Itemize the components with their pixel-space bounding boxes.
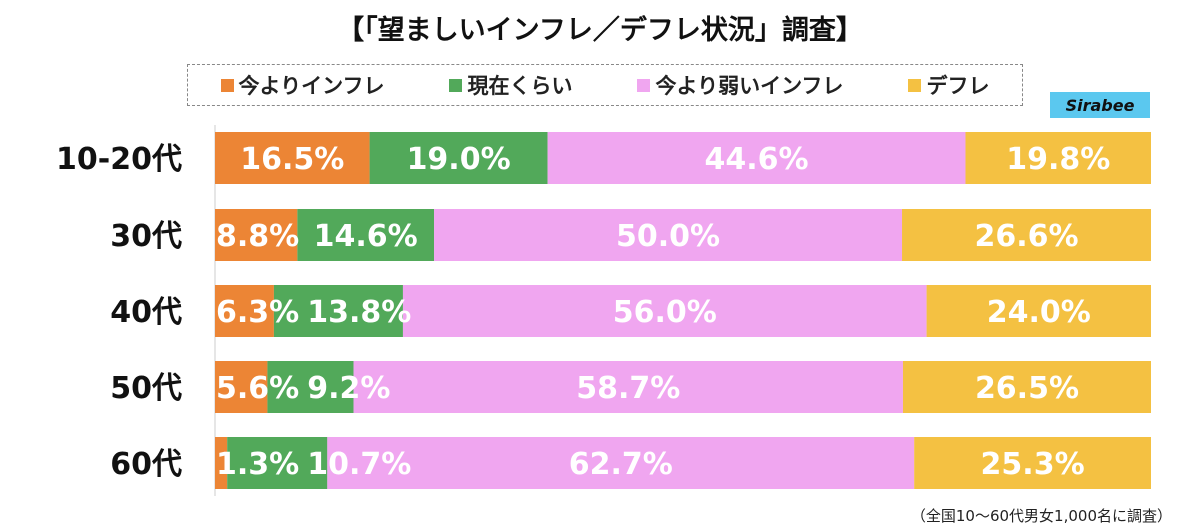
legend-swatch [220,78,234,92]
sirabee-logo: Sirabee [1050,92,1150,118]
legend: 今よりインフレ 現在くらい 今より弱いインフレ デフレ [187,64,1023,106]
legend-item: 現在くらい [449,70,572,100]
legend-item: 今よりインフレ [220,70,385,100]
data-label: 44.6% [705,142,809,177]
bar-segment [965,132,1151,184]
survey-note: （全国10〜60代男女1,000名に調査） [910,507,1172,525]
bar-segment [402,285,927,337]
category-label: 40代 [110,295,182,330]
bar-segment [215,361,268,413]
data-label: 14.6% [314,219,418,254]
legend-label: デフレ [926,74,990,98]
data-label: 19.8% [1006,142,1110,177]
bar-segment [273,285,403,337]
bar-segment [215,132,370,184]
data-label: 26.5% [975,371,1079,406]
legend-item: 今より弱いインフレ [637,70,843,100]
legend-label: 今よりインフレ [238,74,385,98]
data-label: 6.3% [216,295,299,330]
bar-segment [902,209,1151,261]
data-label: 19.0% [407,142,511,177]
bar-segment [926,285,1151,337]
bar-segment [227,437,328,489]
bar-segment [327,437,915,489]
bar-segment [297,209,435,261]
category-label: 60代 [110,447,182,482]
chart-title: 【「望ましいインフレ／デフレ状況」調査】 [337,15,863,46]
data-label: 56.0% [613,295,717,330]
bar-segment [434,209,903,261]
bar-segment [547,132,966,184]
legend-swatch [908,78,922,92]
legend-label: 現在くらい [467,74,573,98]
category-label: 30代 [110,219,182,254]
logo-text: Sirabee [1065,95,1135,115]
legend-item: デフレ [908,70,989,100]
bar-segment [215,285,274,337]
data-label: 10.7% [307,447,411,482]
legend-swatch [449,78,463,92]
bar-segment [353,361,903,413]
data-label: 1.3% [216,447,299,482]
data-label: 24.0% [987,295,1091,330]
data-label: 13.8% [307,295,411,330]
legend-swatch [637,78,651,92]
data-label: 25.3% [981,447,1085,482]
data-label: 16.5% [240,142,344,177]
data-label: 58.7% [576,371,680,406]
data-label: 26.6% [974,219,1078,254]
data-label: 8.8% [216,219,299,254]
data-label: 50.0% [616,219,720,254]
legend-label: 今より弱いインフレ [655,74,844,98]
bar-segment [902,361,1151,413]
data-label: 5.6% [216,371,299,406]
data-label: 9.2% [307,371,390,406]
data-label: 62.7% [569,447,673,482]
bar-segment [914,437,1151,489]
bar-segment [267,361,354,413]
category-label: 10-20代 [56,142,182,177]
bar-segment [215,209,298,261]
category-label: 50代 [110,371,182,406]
bar-segment [369,132,548,184]
bar-segment [215,437,228,489]
